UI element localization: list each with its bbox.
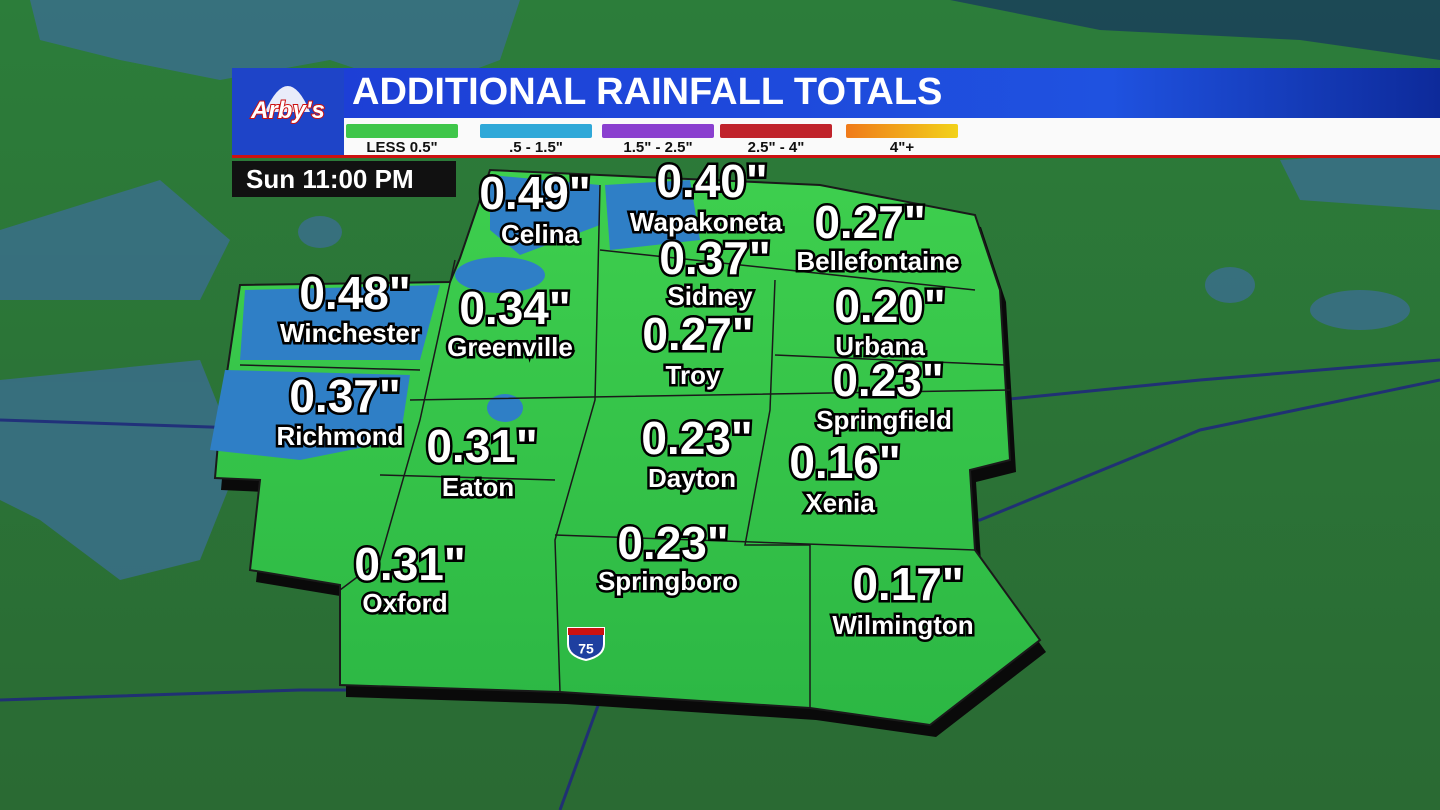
city-name: Wapakoneta: [630, 207, 783, 237]
rain-areas: [0, 0, 1440, 580]
rain-amount: 0.48": [299, 267, 410, 319]
region-rain: [210, 175, 700, 460]
legend-swatch: [480, 124, 592, 138]
city-name: Springfield: [816, 405, 952, 435]
rain-amount: 0.20": [834, 280, 945, 332]
rain-amount: 0.31": [354, 538, 465, 590]
title: ADDITIONAL RAINFALL TOTALS: [352, 71, 942, 113]
rain-amount: 0.27": [642, 308, 753, 360]
rain-amount: 0.37": [659, 232, 770, 284]
city-name: Troy: [666, 360, 721, 390]
rain-amount: 0.40": [656, 155, 767, 207]
time: Sun 11:00 PM: [246, 164, 414, 194]
city-name: Celina: [501, 219, 580, 249]
rain-amount: 0.23": [641, 412, 752, 464]
city-name: Bellefontaine: [796, 246, 959, 276]
city-name: Oxford: [362, 588, 447, 618]
city-name: Springboro: [598, 566, 738, 596]
county-lines: [239, 184, 1011, 708]
legend-swatch: [602, 124, 714, 138]
rain-amount: 0.34": [459, 282, 570, 334]
interstate-shield: 75: [567, 627, 605, 662]
city-name: Greenville: [447, 332, 573, 362]
city-name: Wilmington: [832, 610, 973, 640]
legend-label: 1.5" - 2.5": [623, 139, 692, 156]
legend: LESS 0.5" .5 - 1.5" 1.5" - 2.5" 2.5" - 4" 4"…: [346, 124, 958, 156]
rain-amount: 0.37": [289, 370, 400, 422]
rain-amount: 0.27": [814, 196, 925, 248]
highway-number: 75: [578, 641, 594, 657]
legend-swatch: [720, 124, 832, 138]
logo-text: Arby's: [250, 97, 325, 124]
rain-amount: 0.16": [789, 436, 900, 488]
rain-amount: 0.49": [479, 167, 590, 219]
rain-amount: 0.17": [852, 558, 963, 610]
city-name: Urbana: [835, 331, 925, 361]
legend-label: LESS 0.5": [366, 139, 437, 156]
logo-hat: [265, 86, 310, 112]
logo-box: [232, 68, 344, 158]
legend-swatch: [346, 124, 458, 138]
city-name: Sidney: [667, 281, 753, 311]
city-name: Eaton: [442, 472, 514, 502]
rain-amount: 0.23": [832, 354, 943, 406]
time-box: [232, 161, 456, 197]
city-name: Dayton: [648, 463, 736, 493]
legend-label: 4"+: [890, 139, 914, 156]
rain-amount: 0.31": [426, 420, 537, 472]
city-name: Richmond: [276, 421, 403, 451]
legend-label: 2.5" - 4": [748, 139, 805, 156]
rain-amount: 0.23": [617, 517, 728, 569]
city-name: Xenia: [805, 488, 875, 518]
legend-label: .5 - 1.5": [509, 139, 563, 156]
header-rule: [232, 155, 1440, 158]
title-bar: [344, 68, 1440, 118]
city-name: Winchester: [280, 318, 420, 348]
legend-swatch: [846, 124, 958, 138]
